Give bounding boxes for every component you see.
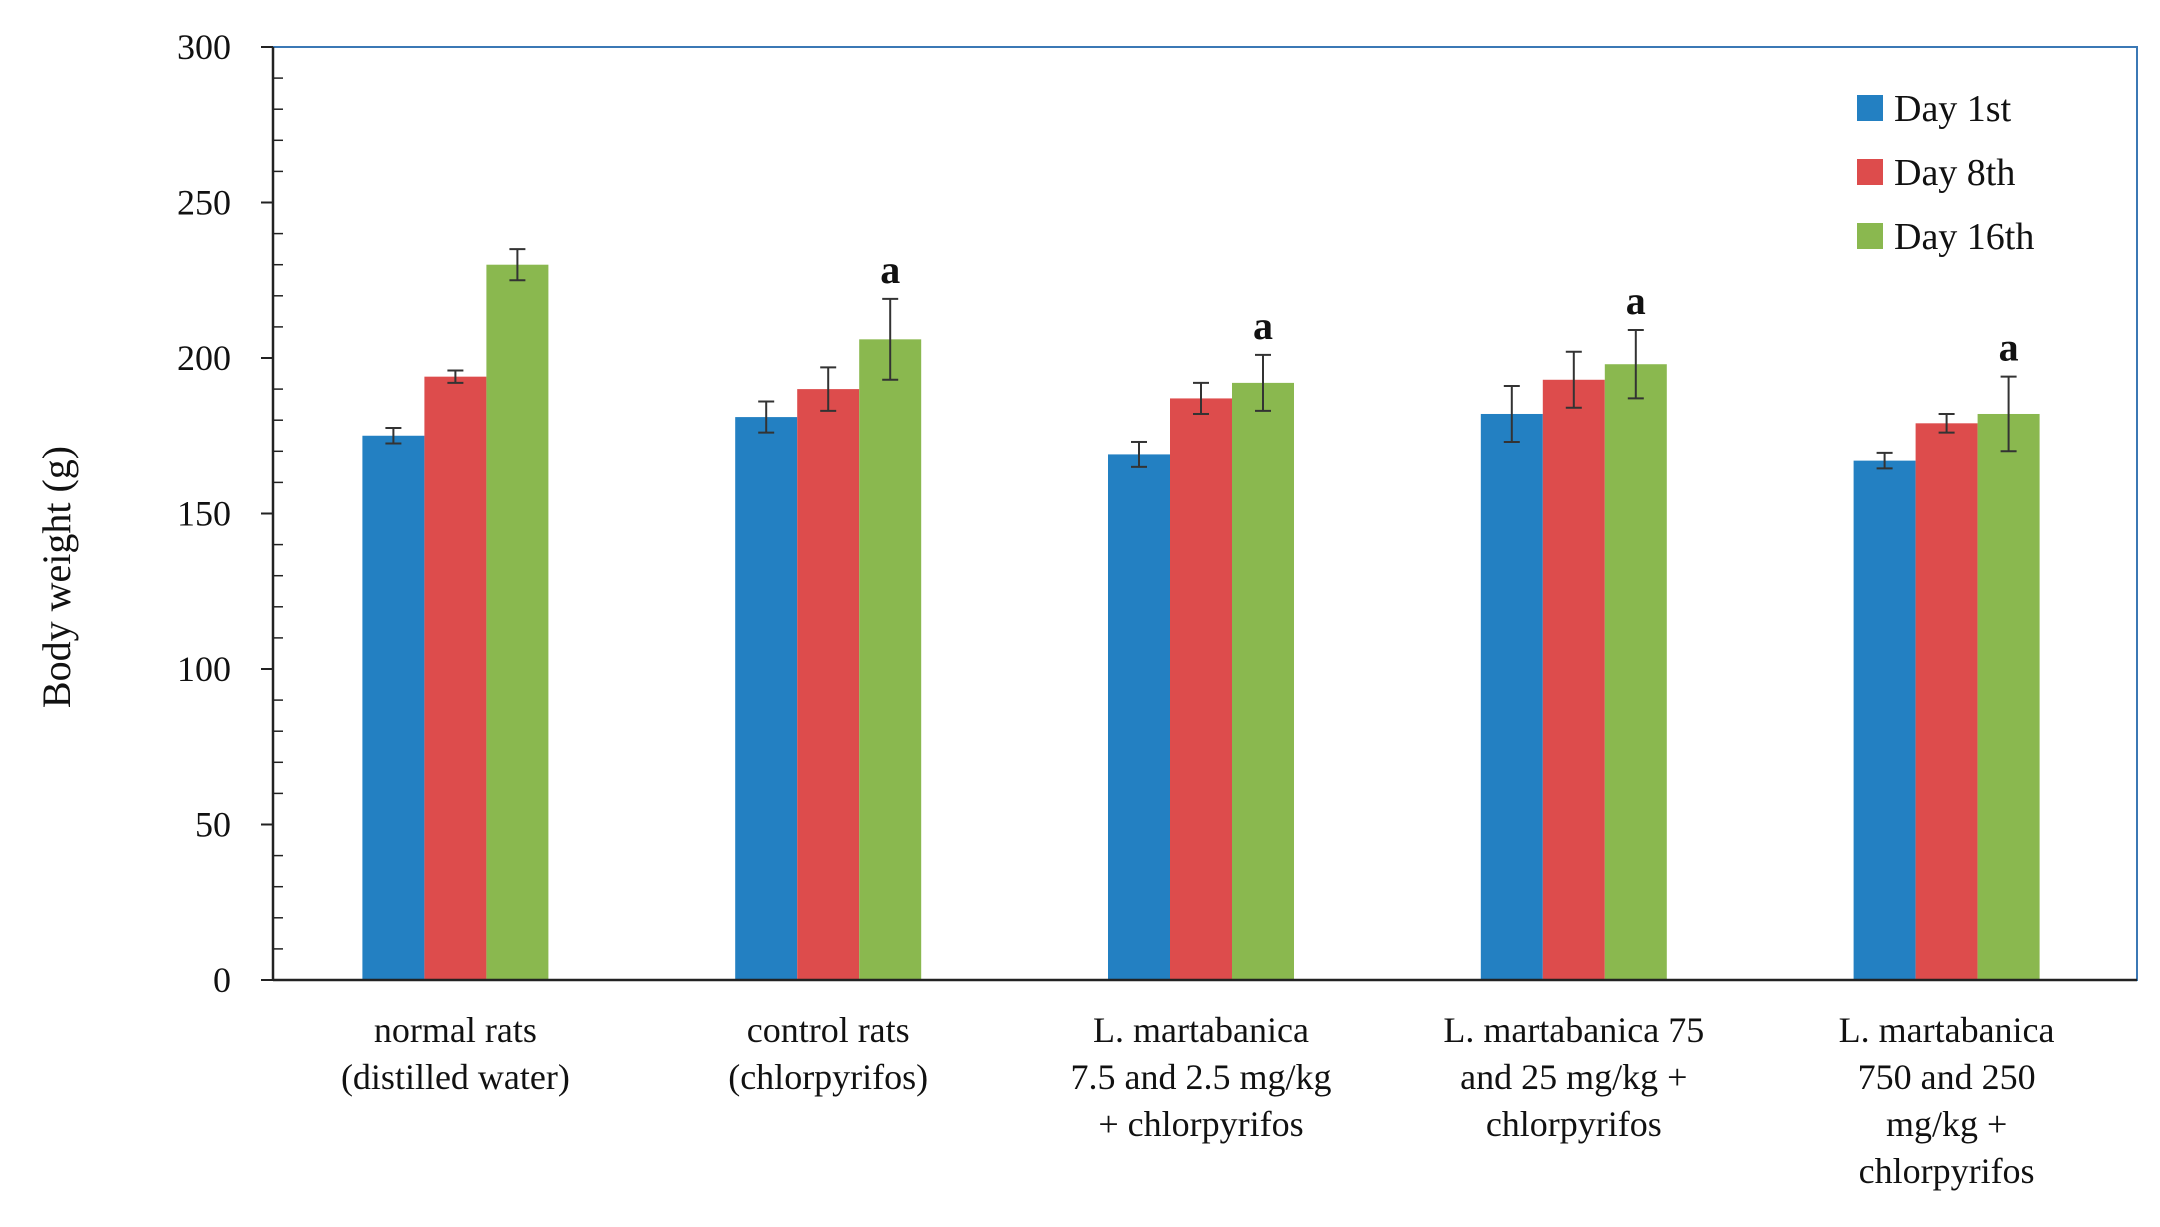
legend-swatch xyxy=(1857,159,1883,185)
y-tick-label: 150 xyxy=(177,494,231,534)
bar xyxy=(859,339,922,981)
y-axis-title: Body weight (g) xyxy=(34,446,79,708)
y-tick-label: 200 xyxy=(177,338,231,378)
x-category-label-line: L. martabanica 75 xyxy=(1443,1010,1704,1050)
bar xyxy=(1977,413,2040,981)
bar xyxy=(424,376,487,980)
x-category-label: L. martabanica 7.5 and 2.5 mg/kg + chlorpy… xyxy=(1071,1010,1332,1144)
y-tick-label: 100 xyxy=(177,649,231,689)
bar xyxy=(797,389,860,981)
y-tick-label: 0 xyxy=(213,960,231,1000)
x-category-label-line: mg/kg + xyxy=(1886,1104,2007,1144)
bar xyxy=(1604,364,1667,981)
bar xyxy=(1170,398,1232,980)
x-category-label-line: 7.5 and 2.5 mg/kg xyxy=(1071,1057,1332,1097)
significance-label: a xyxy=(1253,303,1273,348)
x-category-label-line: L. martabanica xyxy=(1839,1010,2055,1050)
x-category-label: control rats (chlorpyrifos) xyxy=(728,1010,928,1097)
x-category-label-line: (chlorpyrifos) xyxy=(728,1057,928,1097)
x-category-label: L. martabanica 750 and 250 mg/kg + chlorpyr… xyxy=(1839,1010,2055,1191)
error-bars xyxy=(385,248,2017,470)
x-category-label: normal rats (distilled water) xyxy=(341,1010,570,1097)
x-category-label-line: chlorpyrifos xyxy=(1859,1151,2035,1191)
legend-label: Day 8th xyxy=(1894,152,2015,194)
x-category-label-line: chlorpyrifos xyxy=(1486,1104,1662,1144)
x-category-label: L. martabanica 75 and 25 mg/kg + chlorpyri… xyxy=(1443,1010,1704,1144)
significance-labels: a a a a xyxy=(880,247,2018,370)
x-category-label-line: + chlorpyrifos xyxy=(1098,1104,1303,1144)
bar xyxy=(486,264,549,980)
bar xyxy=(1542,379,1605,980)
x-category-label-line: and 25 mg/kg + xyxy=(1460,1057,1687,1097)
x-category-label-line: (distilled water) xyxy=(341,1057,570,1097)
legend-label: Day 16th xyxy=(1894,216,2034,258)
bars xyxy=(362,264,2040,981)
legend-swatch xyxy=(1857,95,1883,121)
y-tick-label: 50 xyxy=(195,805,231,845)
x-category-label-line: control rats xyxy=(747,1010,910,1050)
bar xyxy=(1915,423,1978,980)
x-category-label-line: normal rats xyxy=(374,1010,537,1050)
significance-label: a xyxy=(880,247,900,292)
x-axis: normal rats (distilled water) control rats… xyxy=(273,978,2137,1191)
bar xyxy=(1480,413,1543,981)
y-tick-label: 300 xyxy=(177,27,231,67)
significance-label: a xyxy=(1999,325,2019,370)
significance-label: a xyxy=(1626,278,1646,323)
x-category-label-line: 750 and 250 xyxy=(1858,1057,2036,1097)
bar xyxy=(1108,454,1170,980)
bar xyxy=(735,417,798,981)
bar xyxy=(362,435,425,980)
legend-label: Day 1st xyxy=(1894,88,2012,130)
bar xyxy=(1232,382,1294,980)
legend: Day 1st Day 8th Day 16th xyxy=(1857,88,2034,258)
bar xyxy=(1853,460,1916,980)
y-axis: 0 50 100 150 200 250 300 xyxy=(177,27,283,1000)
y-tick-label: 250 xyxy=(177,183,231,223)
x-category-label-line: L. martabanica xyxy=(1093,1010,1309,1050)
legend-swatch xyxy=(1857,223,1883,249)
